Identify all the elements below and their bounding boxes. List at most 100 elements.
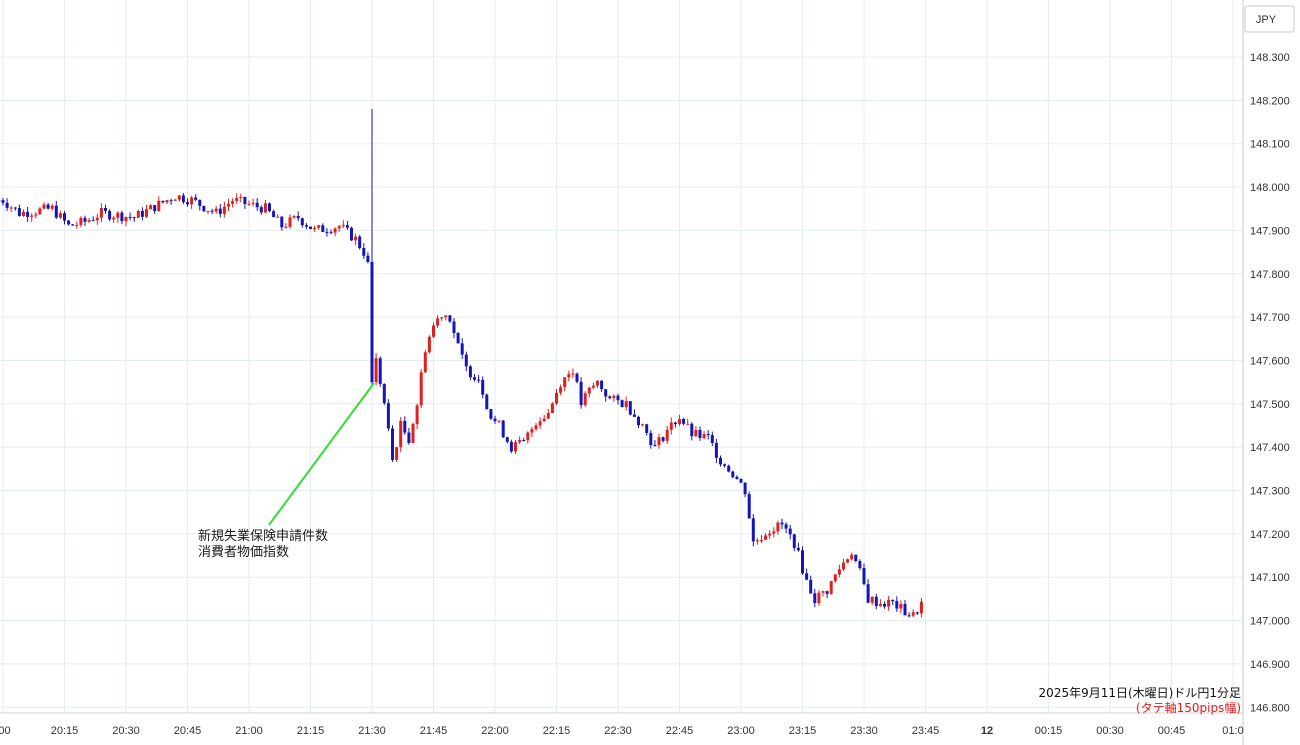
- candle: [743, 482, 747, 498]
- candle: [817, 590, 821, 606]
- y-tick-label: 147.900: [1250, 225, 1290, 237]
- candle: [747, 491, 751, 519]
- candle: [727, 464, 731, 473]
- candle: [452, 317, 456, 339]
- candle: [661, 436, 665, 443]
- y-tick-label: 147.000: [1250, 616, 1290, 628]
- candle: [280, 215, 284, 231]
- candle: [403, 416, 407, 435]
- candle: [243, 196, 247, 210]
- candle: [362, 243, 366, 259]
- candle: [678, 414, 681, 426]
- x-tick-label: 00:45: [1158, 725, 1186, 737]
- candle: [169, 198, 173, 205]
- candle: [710, 431, 714, 447]
- candle: [309, 226, 312, 230]
- candle: [653, 440, 657, 447]
- candle: [153, 205, 157, 214]
- candle: [563, 377, 567, 392]
- candle: [145, 204, 148, 219]
- candle: [723, 463, 727, 468]
- candle: [755, 537, 759, 545]
- candle: [440, 317, 444, 321]
- candle: [419, 369, 423, 409]
- time-axis[interactable]: :00 20:15 20:30 20:45 21:00 21:15 21:30 21:45 22…: [0, 725, 1244, 737]
- candle: [181, 192, 185, 205]
- candle: [739, 478, 743, 484]
- candle: [75, 221, 79, 229]
- candle: [161, 200, 165, 204]
- candle: [788, 524, 792, 540]
- candle: [58, 210, 62, 219]
- candle: [542, 414, 546, 422]
- candle: [329, 229, 333, 235]
- x-tick-label: 21:30: [358, 725, 386, 737]
- candle: [600, 380, 604, 392]
- grid: [0, 0, 1243, 713]
- candle: [460, 338, 464, 359]
- candle: [165, 199, 169, 205]
- y-tick-label: 147.600: [1250, 355, 1290, 367]
- candle: [268, 202, 271, 213]
- candle: [833, 573, 837, 583]
- candle: [370, 109, 374, 387]
- candle: [239, 193, 243, 203]
- candle: [919, 597, 923, 618]
- candle: [411, 422, 415, 444]
- x-tick-label: 20:45: [174, 725, 202, 737]
- candle: [26, 206, 30, 222]
- candle: [846, 558, 850, 564]
- candle: [583, 391, 587, 408]
- candle: [485, 393, 489, 410]
- candle: [71, 223, 75, 226]
- candle: [395, 446, 399, 462]
- candle: [427, 335, 431, 354]
- candle: [854, 554, 858, 563]
- candle: [702, 431, 706, 440]
- candle: [206, 210, 210, 215]
- candle: [194, 194, 198, 202]
- candle: [354, 233, 358, 246]
- candle: [575, 372, 579, 384]
- candle: [218, 203, 222, 218]
- candle: [284, 222, 288, 229]
- candle: [99, 203, 103, 223]
- x-tick-label: 22:30: [604, 725, 632, 737]
- candle: [317, 224, 321, 230]
- candle: [108, 209, 112, 222]
- candle: [526, 431, 530, 444]
- candle: [895, 596, 899, 612]
- currency-label: JPY: [1256, 14, 1277, 26]
- candle: [468, 364, 472, 381]
- candle: [911, 609, 915, 618]
- y-tick-label: 148.200: [1250, 95, 1290, 107]
- candle: [571, 368, 575, 379]
- candle: [22, 209, 25, 217]
- y-tick-label: 147.300: [1250, 486, 1290, 498]
- x-tick-label: 22:00: [481, 725, 509, 737]
- candle: [719, 455, 722, 467]
- candle: [624, 396, 628, 411]
- candle: [792, 533, 796, 552]
- candle: [186, 198, 189, 207]
- candle: [550, 401, 554, 413]
- x-tick-label: 22:45: [666, 725, 694, 737]
- candle: [292, 215, 296, 220]
- candle: [333, 227, 337, 237]
- candle: [350, 226, 353, 242]
- candle: [587, 386, 591, 398]
- price-axis[interactable]: 148.300 148.200 148.100 148.000 147.900 147.8…: [1250, 52, 1290, 714]
- candle: [448, 314, 452, 324]
- candle: [616, 393, 620, 405]
- candle: [493, 415, 497, 424]
- candle: [850, 552, 854, 561]
- annotation: 新規失業保険申請件数 消費者物価指数: [198, 382, 375, 560]
- annotation-line-2: 消費者物価指数: [198, 545, 289, 560]
- candle: [444, 315, 448, 321]
- candle: [596, 380, 599, 388]
- candle: [555, 389, 558, 406]
- candle: [883, 601, 886, 609]
- candle: [190, 195, 194, 210]
- candle: [177, 195, 181, 202]
- candle: [612, 394, 616, 402]
